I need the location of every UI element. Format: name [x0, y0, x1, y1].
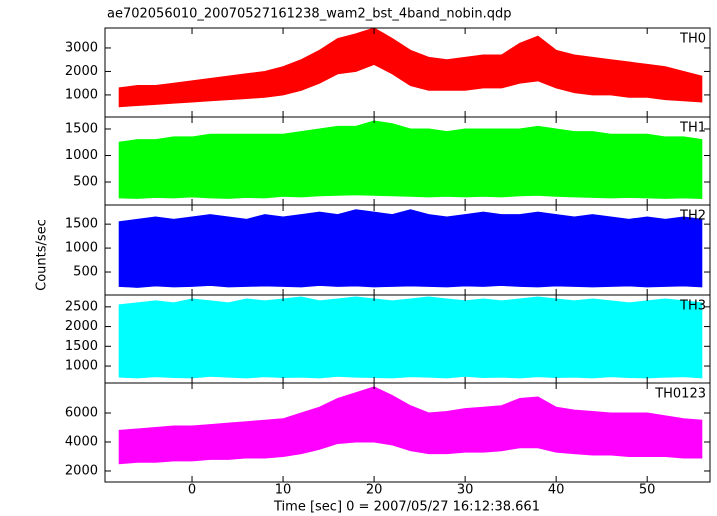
panel-label: TH1 [679, 121, 706, 136]
y-tick-label: 2000 [65, 64, 98, 79]
panel-label: TH3 [679, 299, 706, 314]
y-tick-label: 1500 [65, 217, 98, 232]
x-tick-label: 0 [188, 483, 196, 498]
x-axis-label: Time [sec] 0 = 2007/05/27 16:12:38.661 [273, 500, 540, 515]
y-tick-label: 1500 [65, 339, 98, 354]
x-tick-label: 50 [639, 483, 656, 498]
x-tick-label: 20 [366, 483, 383, 498]
panel-frame [104, 382, 711, 483]
y-tick-label: 3000 [65, 40, 98, 55]
y-tick-label: 1500 [65, 121, 98, 136]
x-tick-label: 40 [548, 483, 565, 498]
y-tick-label: 1000 [65, 148, 98, 163]
range-area [118, 27, 703, 108]
y-axis-label: Counts/sec [35, 219, 50, 291]
chart-title: ae702056010_20070527161238_wam2_bst_4ban… [107, 7, 512, 22]
panel-label: TH0 [679, 32, 706, 47]
y-tick-label: 2000 [65, 319, 98, 334]
x-tick-label: 10 [275, 483, 292, 498]
y-tick-label: 500 [73, 265, 98, 280]
panel-label: TH2 [679, 209, 706, 224]
y-tick-label: 500 [73, 174, 98, 189]
y-tick-label: 1000 [65, 87, 98, 102]
range-area [118, 120, 703, 199]
y-tick-label: 1000 [65, 241, 98, 256]
y-tick-label: 2500 [65, 299, 98, 314]
range-area [118, 296, 703, 379]
y-tick-label: 4000 [65, 434, 98, 449]
y-tick-label: 2000 [65, 463, 98, 478]
y-tick-label: 6000 [65, 406, 98, 421]
range-area [118, 209, 703, 288]
panel-label: TH0123 [654, 387, 706, 402]
x-tick-label: 30 [457, 483, 474, 498]
y-tick-label: 1000 [65, 359, 98, 374]
range-area [118, 386, 703, 465]
